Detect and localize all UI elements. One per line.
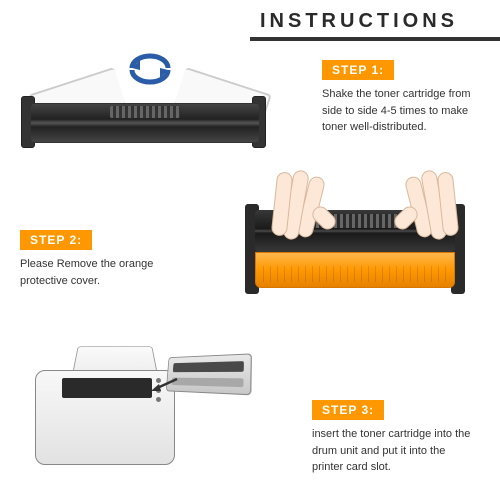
drum-cartridge-slot	[173, 361, 244, 372]
hand-left-icon	[265, 170, 335, 260]
step1-block: STEP 1: Shake the toner cartridge from s…	[322, 60, 472, 136]
drum-roller	[172, 378, 244, 388]
step2-text: Please Remove the orange protective cove…	[20, 256, 200, 289]
printer-output-slot	[62, 378, 152, 398]
step3-block: STEP 3: insert the toner cartridge into …	[312, 400, 472, 476]
shake-arrows-icon	[120, 48, 180, 88]
insert-arrow-icon	[145, 375, 180, 395]
hand-right-icon	[395, 170, 465, 260]
step1-text: Shake the toner cartridge from side to s…	[322, 86, 472, 136]
step2-block: STEP 2: Please Remove the orange protect…	[20, 230, 200, 289]
orange-cover-ridges	[263, 266, 447, 282]
step3-illustration	[30, 320, 250, 480]
step3-text: insert the toner cartridge into the drum…	[312, 426, 472, 476]
cartridge-grip	[110, 106, 180, 118]
page-title: INSTRUCTIONS	[250, 10, 500, 33]
step2-label: STEP 2:	[20, 230, 92, 250]
title-underline	[250, 37, 500, 41]
printer-button-icon	[156, 397, 161, 402]
step3-label: STEP 3:	[312, 400, 384, 420]
step1-illustration	[20, 48, 280, 158]
step2-illustration	[235, 170, 475, 320]
title-block: INSTRUCTIONS	[250, 10, 500, 41]
step1-label: STEP 1:	[322, 60, 394, 80]
